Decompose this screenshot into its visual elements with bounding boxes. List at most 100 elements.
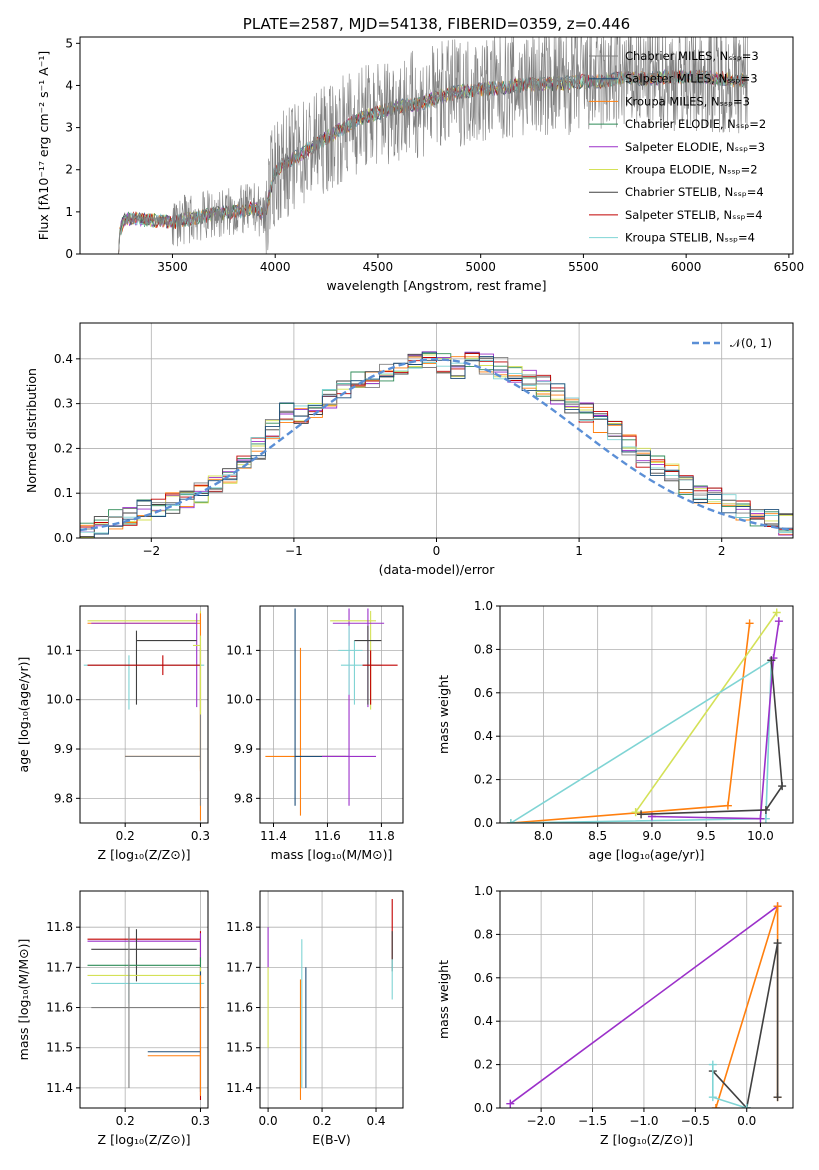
legend-entry: 𝒩(0, 1) bbox=[730, 336, 772, 350]
x-tick-label: 3500 bbox=[157, 260, 188, 274]
x-tick-label: 0.3 bbox=[191, 829, 210, 843]
x-tick-label: 1 bbox=[575, 544, 583, 558]
y-tick-label: 11.4 bbox=[226, 1081, 253, 1095]
y-tick-label: 0.6 bbox=[474, 971, 493, 985]
y-tick-label: 3 bbox=[65, 121, 73, 135]
x-tick-label: 2 bbox=[718, 544, 726, 558]
x-tick-label: 4000 bbox=[260, 260, 291, 274]
panel-7: −2.0 −1.5 −1.0 −0.5 0.0 0.0 0.2 0.4 0.6 0.8 1.0 Z [… bbox=[436, 884, 794, 1147]
x-axis-label: E(B-V) bbox=[312, 1132, 351, 1147]
x-tick-label: 5000 bbox=[465, 260, 496, 274]
panel-0: 3500 4000 4500 5000 5500 6000 6500 0 1 2 3 4 5 wavele… bbox=[36, 15, 804, 293]
plot-area-4 bbox=[500, 606, 793, 823]
y-axis-label: Normed distribution bbox=[24, 368, 39, 493]
axes-frame bbox=[259, 605, 404, 824]
y-tick-label: 0.0 bbox=[474, 1101, 493, 1115]
x-tick-label: 9.5 bbox=[697, 829, 716, 843]
y-axis-label: age [log₁₀(age/yr)] bbox=[16, 657, 31, 773]
y-tick-label: 1.0 bbox=[474, 599, 493, 613]
y-tick-label: 0.4 bbox=[54, 352, 73, 366]
plot-area-3 bbox=[260, 606, 403, 823]
weight-point bbox=[637, 810, 646, 819]
y-tick-label: 0.2 bbox=[54, 441, 73, 455]
weight-point bbox=[773, 1093, 782, 1102]
y-axis-label: mass [log₁₀(M/M⊙)] bbox=[16, 939, 31, 1061]
x-tick-label: 0.0 bbox=[259, 1114, 278, 1128]
y-axis-label: mass weight bbox=[436, 960, 451, 1039]
axes-frame bbox=[79, 322, 794, 539]
y-tick-label: 11.6 bbox=[46, 1001, 73, 1015]
y-tick-label: 10.0 bbox=[46, 693, 73, 707]
y-tick-label: 1 bbox=[65, 205, 73, 219]
y-tick-label: 0.2 bbox=[474, 1058, 493, 1072]
y-tick-label: 11.7 bbox=[226, 960, 253, 974]
legend-entry: Salpeter ELODIE, Nₛₛₚ=3 bbox=[625, 140, 765, 154]
y-tick-label: 0.0 bbox=[474, 816, 493, 830]
chart-title: PLATE=2587, MJD=54138, FIBERID=0359, z=0… bbox=[243, 15, 630, 33]
observed-spectrum bbox=[114, 37, 749, 254]
x-tick-label: 6500 bbox=[774, 260, 805, 274]
y-tick-label: 0 bbox=[65, 247, 73, 261]
weight-point bbox=[761, 805, 770, 814]
residual-histogram bbox=[80, 358, 793, 538]
weight-line bbox=[641, 660, 783, 816]
y-tick-label: 11.7 bbox=[46, 960, 73, 974]
y-tick-label: 0.4 bbox=[474, 1014, 493, 1028]
panel-6: 0.0 0.2 0.4 11.4 11.5 11.6 11.7 11.8 E(B-V) bbox=[226, 890, 404, 1147]
x-tick-label: 0.2 bbox=[116, 829, 135, 843]
weight-line bbox=[712, 942, 779, 1108]
x-tick-label: −2 bbox=[142, 544, 160, 558]
x-tick-label: 8.5 bbox=[588, 829, 607, 843]
weight-point bbox=[506, 1099, 515, 1108]
y-tick-label: 5 bbox=[65, 36, 73, 50]
y-tick-label: 11.6 bbox=[226, 1001, 253, 1015]
legend-entry: Chabrier STELIB, Nₛₛₚ=4 bbox=[625, 185, 764, 199]
plot-area-6 bbox=[260, 891, 403, 1108]
plot-area-7 bbox=[500, 891, 793, 1108]
weight-point bbox=[708, 1093, 717, 1102]
panel-1: −2 −1 0 1 2 0.0 0.1 0.2 0.3 0.4 (data-model)/error… bbox=[24, 322, 794, 577]
y-tick-label: 0.6 bbox=[474, 686, 493, 700]
x-tick-label: 11.8 bbox=[368, 829, 395, 843]
y-tick-label: 10.1 bbox=[226, 643, 253, 657]
y-tick-label: 2 bbox=[65, 163, 73, 177]
normal-curve bbox=[80, 358, 793, 532]
y-tick-label: 0.8 bbox=[474, 642, 493, 656]
y-tick-label: 0.4 bbox=[474, 729, 493, 743]
y-tick-label: 0.2 bbox=[474, 773, 493, 787]
plot-area-1 bbox=[80, 323, 793, 538]
legend-entry: Chabrier MILES, Nₛₛₚ=3 bbox=[625, 49, 759, 63]
x-tick-label: 0.4 bbox=[366, 1114, 385, 1128]
weight-point bbox=[631, 808, 640, 817]
y-axis-label: mass weight bbox=[436, 675, 451, 754]
weight-line bbox=[510, 623, 751, 823]
weight-point bbox=[711, 1104, 720, 1108]
legend-entry: Kroupa MILES, Nₛₛₚ=3 bbox=[625, 94, 750, 108]
x-axis-label: mass [log₁₀(M/M⊙)] bbox=[271, 847, 393, 862]
y-axis-label: Flux [fλ10⁻¹⁷ erg cm⁻² s⁻¹ A⁻¹] bbox=[36, 51, 51, 240]
y-tick-label: 10.0 bbox=[226, 693, 253, 707]
y-tick-label: 9.9 bbox=[54, 742, 73, 756]
x-tick-label: −2.0 bbox=[527, 1114, 556, 1128]
y-tick-label: 10.1 bbox=[46, 643, 73, 657]
weight-line bbox=[651, 621, 780, 820]
y-tick-label: 0.8 bbox=[474, 927, 493, 941]
x-axis-label: (data-model)/error bbox=[379, 562, 496, 577]
y-tick-label: 0.1 bbox=[54, 486, 73, 500]
x-tick-label: 8.0 bbox=[534, 829, 553, 843]
y-tick-label: 4 bbox=[65, 78, 73, 92]
x-tick-label: 4500 bbox=[363, 260, 394, 274]
legend-entry: Kroupa STELIB, Nₛₛₚ=4 bbox=[625, 231, 755, 245]
legend-entry: Chabrier ELODIE, Nₛₛₚ=2 bbox=[625, 117, 766, 131]
weight-point bbox=[506, 819, 515, 823]
x-axis-label: Z [log₁₀(Z/Z⊙)] bbox=[98, 1132, 191, 1147]
x-axis-label: Z [log₁₀(Z/Z⊙)] bbox=[98, 847, 191, 862]
y-tick-label: 9.8 bbox=[54, 791, 73, 805]
x-tick-label: 0 bbox=[433, 544, 441, 558]
weight-point bbox=[774, 617, 783, 626]
x-tick-label: 6000 bbox=[671, 260, 702, 274]
weight-point bbox=[708, 1060, 717, 1069]
y-tick-label: 1.0 bbox=[474, 884, 493, 898]
axes-frame bbox=[79, 890, 209, 1109]
legend-entry: Kroupa ELODIE, Nₛₛₚ=2 bbox=[625, 163, 758, 177]
